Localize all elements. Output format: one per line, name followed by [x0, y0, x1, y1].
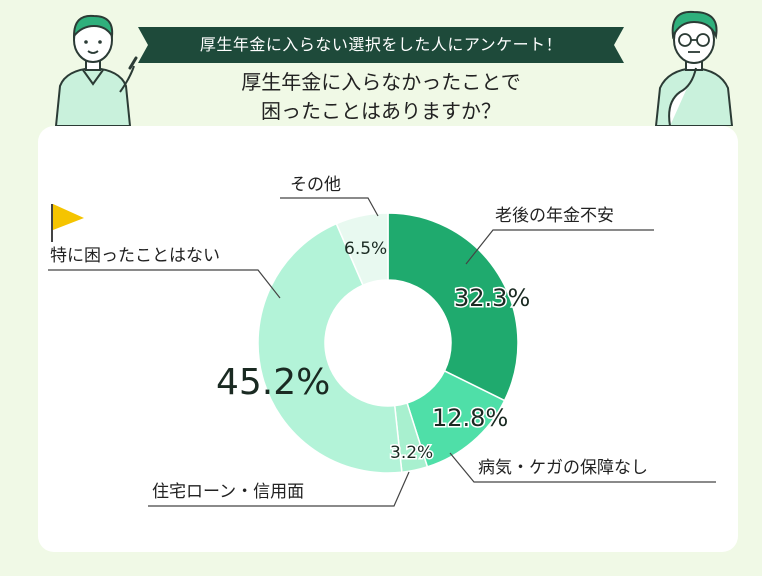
leader-line-2	[449, 452, 716, 483]
category-label-3: 住宅ローン・信用面	[152, 482, 304, 502]
pointing-person-illustration	[54, 14, 138, 126]
survey-banner: 厚生年金に入らない選択をした人にアンケート！	[138, 27, 624, 63]
flag-icon	[51, 204, 84, 242]
leader-line-3	[148, 471, 410, 507]
value-label-5: 6.5%	[344, 239, 387, 259]
banner-text: 厚生年金に入らない選択をした人にアンケート！	[199, 35, 563, 54]
leader-line-4	[48, 269, 281, 299]
category-label-1: 老後の年金不安	[495, 206, 614, 226]
donut-slice-1	[387, 212, 519, 402]
value-label-1: 32.3%	[454, 284, 530, 312]
category-label-2: 病気・ケガの保障なし	[478, 458, 648, 478]
thinking-person-illustration	[654, 10, 734, 126]
donut-slice-4	[257, 222, 403, 474]
category-label-5: その他	[290, 175, 341, 195]
category-label-4: 特に困ったことはない	[50, 246, 220, 266]
value-label-3: 3.2%	[390, 443, 433, 463]
question-line-2: 困ったことはありますか？	[261, 99, 501, 123]
value-label-2: 12.8%	[432, 404, 508, 432]
leader-line-5	[280, 197, 379, 217]
leader-line-1	[465, 229, 654, 265]
donut-chart: 老後の年金不安 病気・ケガの保障なし 住宅ローン・信用面 特に困ったことはない …	[48, 175, 716, 507]
value-label-4: 45.2%	[216, 362, 330, 403]
question-line-1: 厚生年金に入らなかったことで	[241, 70, 521, 94]
banner-shape	[138, 27, 624, 63]
chart-card	[38, 126, 738, 552]
donut-slice-5	[335, 212, 389, 287]
